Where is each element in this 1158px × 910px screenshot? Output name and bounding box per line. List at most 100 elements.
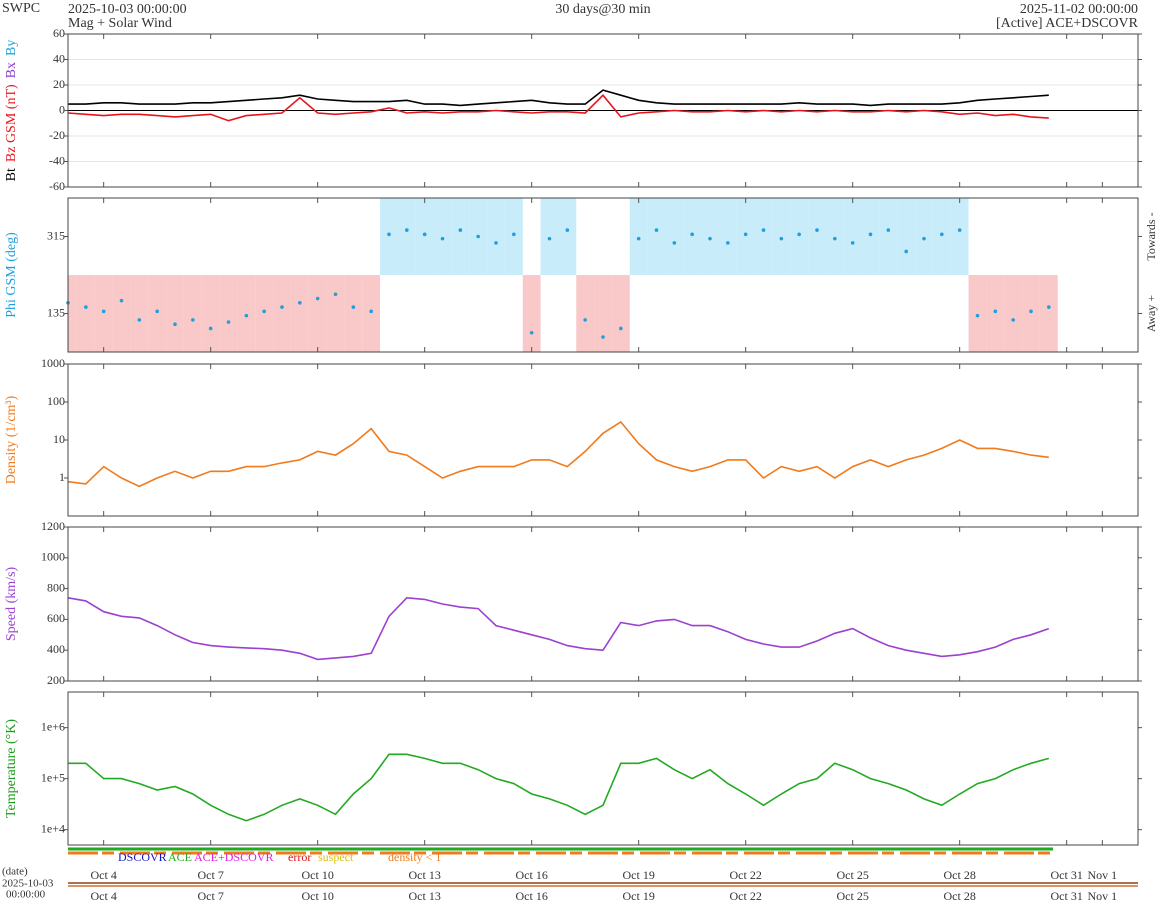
x-tick-label: Oct 25 (837, 889, 869, 903)
y-tick-label: -60 (49, 179, 65, 193)
y-tick-label: 315 (47, 228, 65, 242)
data-point (833, 236, 837, 241)
sector-shade (504, 198, 523, 275)
data-point (387, 232, 391, 237)
y-axis-label-part: Bt (4, 168, 19, 181)
x-tick-label: Oct 7 (198, 868, 224, 882)
sector-shade (94, 275, 113, 352)
panel-frame (67, 33, 1139, 188)
data-point (601, 335, 605, 339)
y-axis-label-part: Phi GSM (deg) (4, 232, 19, 318)
data-point (868, 232, 873, 237)
data-point (262, 309, 266, 314)
data-point (155, 309, 159, 314)
data-point (351, 305, 356, 309)
data-point (280, 305, 284, 309)
date-axis-label: (date) (2, 866, 28, 878)
x-tick-label: Oct 13 (409, 889, 441, 903)
sector-shade (683, 198, 702, 275)
y-axis-label-part: Speed (km/s) (4, 567, 19, 642)
status-legend-item: density < 1 (388, 850, 441, 864)
span: 30 days@30 min (555, 2, 650, 17)
sector-shade (915, 198, 933, 275)
data-point (101, 309, 106, 314)
y-tick-label: 1200 (41, 519, 65, 533)
sector-shade (76, 275, 95, 352)
data-point (672, 241, 677, 245)
panel: 1e+4 1e+5 1e+6 Temperature (°K) (4, 691, 1142, 846)
data-point (726, 241, 730, 245)
panel-frame (67, 197, 1139, 353)
y-axis-label: Phi GSM (deg) (4, 232, 19, 318)
sector-shade (148, 275, 167, 352)
sector-shade (843, 198, 862, 275)
sector-shade (290, 275, 309, 352)
y-axis-label: Bt Bz GSM (nT) Bx By (4, 40, 19, 182)
sector-shade (362, 275, 381, 352)
date-start-time: 00:00:00 (6, 889, 46, 901)
data-point (226, 320, 231, 324)
sector-shade (130, 275, 149, 352)
data-point (886, 228, 891, 232)
y-tick-label: 10 (53, 432, 65, 446)
sector-shade (701, 198, 719, 275)
x-tick-label: Oct 16 (516, 889, 548, 903)
x-tick-label: Oct 19 (623, 868, 655, 882)
x-tick-label: Oct 28 (944, 868, 976, 882)
y-tick-label: 200 (47, 673, 65, 687)
data-point (476, 234, 480, 239)
y-axis-label-part: Density (1/cm³) (4, 395, 19, 484)
data-point (708, 236, 712, 241)
sector-shade (718, 198, 737, 275)
product: Mag + Solar Wind (68, 16, 172, 31)
data-point (654, 228, 659, 232)
sector-shade (433, 198, 452, 275)
y-tick-label: 1000 (41, 356, 65, 370)
y-tick-label: 1000 (41, 550, 65, 564)
sector-shade (451, 198, 470, 275)
sector-shade (415, 198, 434, 275)
sector-shade (308, 275, 327, 352)
x-tick-label: Oct 28 (944, 889, 976, 903)
sector-shade (986, 275, 1005, 352)
x-tick-label: Oct 31 (1051, 868, 1083, 882)
start-time: 2025-10-03 00:00:00 (68, 2, 187, 17)
y-tick-label: 0 (59, 102, 65, 116)
y-axis-label: Density (1/cm³) (4, 395, 19, 484)
y-tick-label: -20 (49, 128, 65, 142)
sector-shade (1022, 275, 1040, 352)
x-tick-label: Oct 16 (516, 868, 548, 882)
data-point (565, 228, 570, 232)
sector-shade (183, 275, 202, 352)
x-tick-label: Nov 1 (1087, 889, 1117, 903)
x-tick-label: Oct 22 (730, 868, 762, 882)
status-legend-item: error (288, 850, 311, 864)
sector-shade (166, 275, 184, 352)
data-point (458, 228, 463, 232)
status-legend-item: suspect (318, 850, 354, 864)
sector-shade (790, 198, 809, 275)
data-point (797, 232, 801, 237)
end-time: 2025-11-02 00:00:00 (1020, 2, 1138, 17)
x-tick-label: Oct 19 (623, 889, 655, 903)
sector-shade (629, 198, 648, 275)
sector-shade (273, 275, 291, 352)
data-point (815, 228, 819, 232)
data-point (119, 298, 124, 303)
data-point (369, 309, 373, 314)
source: [Active] ACE+DSCOVR (996, 16, 1139, 31)
data-point (993, 309, 998, 314)
sector-shade (201, 275, 220, 352)
data-point (1011, 318, 1015, 322)
agency: SWPC (2, 1, 40, 16)
y-tick-label: 1e+4 (41, 821, 65, 835)
sector-shade (808, 198, 826, 275)
x-tick-label: Oct 10 (302, 889, 334, 903)
sector-shade (380, 198, 398, 275)
sector-shade (576, 275, 595, 352)
panel: 1 10 100 1000 Density (1/cm³) (4, 356, 1142, 517)
data-point (315, 296, 320, 301)
y-tick-label: 20 (53, 77, 65, 91)
sector-shade (861, 198, 880, 275)
